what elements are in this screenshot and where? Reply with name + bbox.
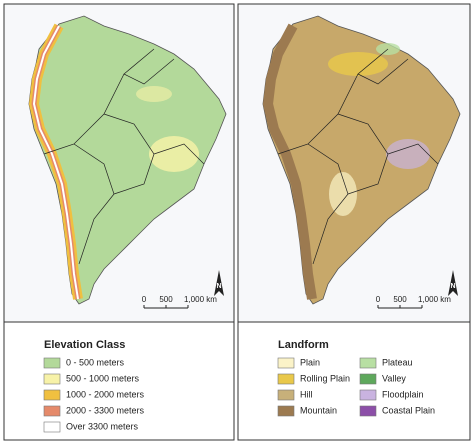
legend-swatch [359, 357, 377, 369]
north-label: N [450, 283, 455, 290]
scale-label: 1,000 km [184, 295, 217, 304]
legend-label: 500 - 1000 meters [66, 373, 140, 383]
legend-swatch [43, 389, 61, 401]
scale-label: 1,000 km [418, 295, 451, 304]
legend-frame [3, 321, 235, 441]
scale-bar [377, 305, 423, 309]
legend-title: Landform [278, 339, 329, 351]
scale-label: 500 [393, 295, 407, 304]
legend-swatch [277, 389, 295, 401]
legend-frame [237, 321, 471, 441]
scale-label: 0 [376, 295, 381, 304]
legend-label: Over 3300 meters [66, 421, 139, 431]
legend-swatch [277, 405, 295, 417]
scale-bar [143, 305, 189, 309]
legend-swatch [277, 373, 295, 385]
legend-label: Floodplain [382, 389, 424, 399]
legend-label: 1000 - 2000 meters [66, 389, 145, 399]
legend-swatch [359, 389, 377, 401]
legend-label: 2000 - 3300 meters [66, 405, 145, 415]
legend-swatch [359, 373, 377, 385]
legend-swatch [359, 405, 377, 417]
legend-label: Plateau [382, 357, 413, 367]
scale-label: 0 [142, 295, 147, 304]
north-arrow [448, 270, 458, 296]
legend-swatch [277, 357, 295, 369]
legend-label: 0 - 500 meters [66, 357, 125, 367]
legend-title: Elevation Class [44, 339, 125, 351]
legend-swatch [43, 373, 61, 385]
legend-label: Coastal Plain [382, 405, 435, 415]
landform-map [262, 15, 461, 305]
legend-swatch [43, 357, 61, 369]
legend-label: Mountain [300, 405, 337, 415]
north-arrow [214, 270, 224, 296]
legend-label: Rolling Plain [300, 373, 350, 383]
legend-label: Hill [300, 389, 313, 399]
legend-label: Valley [382, 373, 406, 383]
legend-swatch [43, 421, 61, 433]
legend-label: Plain [300, 357, 320, 367]
north-label: N [216, 283, 221, 290]
scale-label: 500 [159, 295, 173, 304]
legend-swatch [43, 405, 61, 417]
elevation-map [28, 15, 227, 305]
